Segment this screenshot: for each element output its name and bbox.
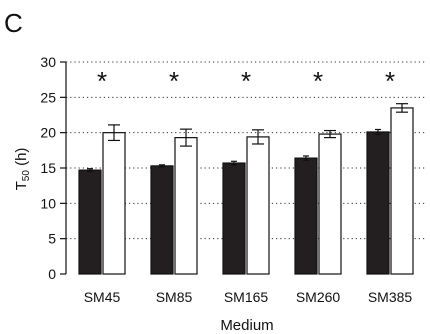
y-axis-label: T50 (h) <box>13 148 32 191</box>
significance-star: * <box>97 66 107 96</box>
x-axis-label: Medium <box>220 317 273 334</box>
significance-star: * <box>169 66 179 96</box>
y-tick-label: 15 <box>40 160 56 176</box>
bar-white <box>318 133 342 275</box>
bar-dark <box>150 165 174 275</box>
x-tick-label: SM385 <box>368 289 413 305</box>
panel-letter: C <box>4 8 23 38</box>
bar-dark <box>294 157 318 275</box>
x-tick-labels: SM45 SM85 SM165 SM260 SM385 <box>84 289 413 305</box>
bar-dark <box>222 162 246 275</box>
bar-white <box>102 132 126 275</box>
bar-white <box>246 136 270 275</box>
bar-white <box>174 137 198 275</box>
y-tick-label: 0 <box>48 266 56 282</box>
error-bars <box>87 103 408 173</box>
bar-white <box>390 107 414 275</box>
bar-dark <box>78 169 102 275</box>
significance-star: * <box>241 66 251 96</box>
bar-dark <box>366 131 390 275</box>
x-tick-label: SM45 <box>84 289 121 305</box>
bars <box>78 107 414 275</box>
significance-star: * <box>385 66 395 96</box>
y-tick-label: 30 <box>40 54 56 70</box>
significance-markers: * * * * * <box>97 66 395 96</box>
y-axis: 0 5 10 15 20 25 30 <box>40 54 67 282</box>
significance-star: * <box>313 66 323 96</box>
x-tick-label: SM260 <box>296 289 341 305</box>
gridlines <box>66 61 426 240</box>
x-tick-label: SM165 <box>224 289 269 305</box>
x-tick-label: SM85 <box>156 289 193 305</box>
y-tick-label: 10 <box>40 195 56 211</box>
y-tick-label: 20 <box>40 125 56 141</box>
y-tick-label: 5 <box>48 231 56 247</box>
y-tick-label: 25 <box>40 89 56 105</box>
